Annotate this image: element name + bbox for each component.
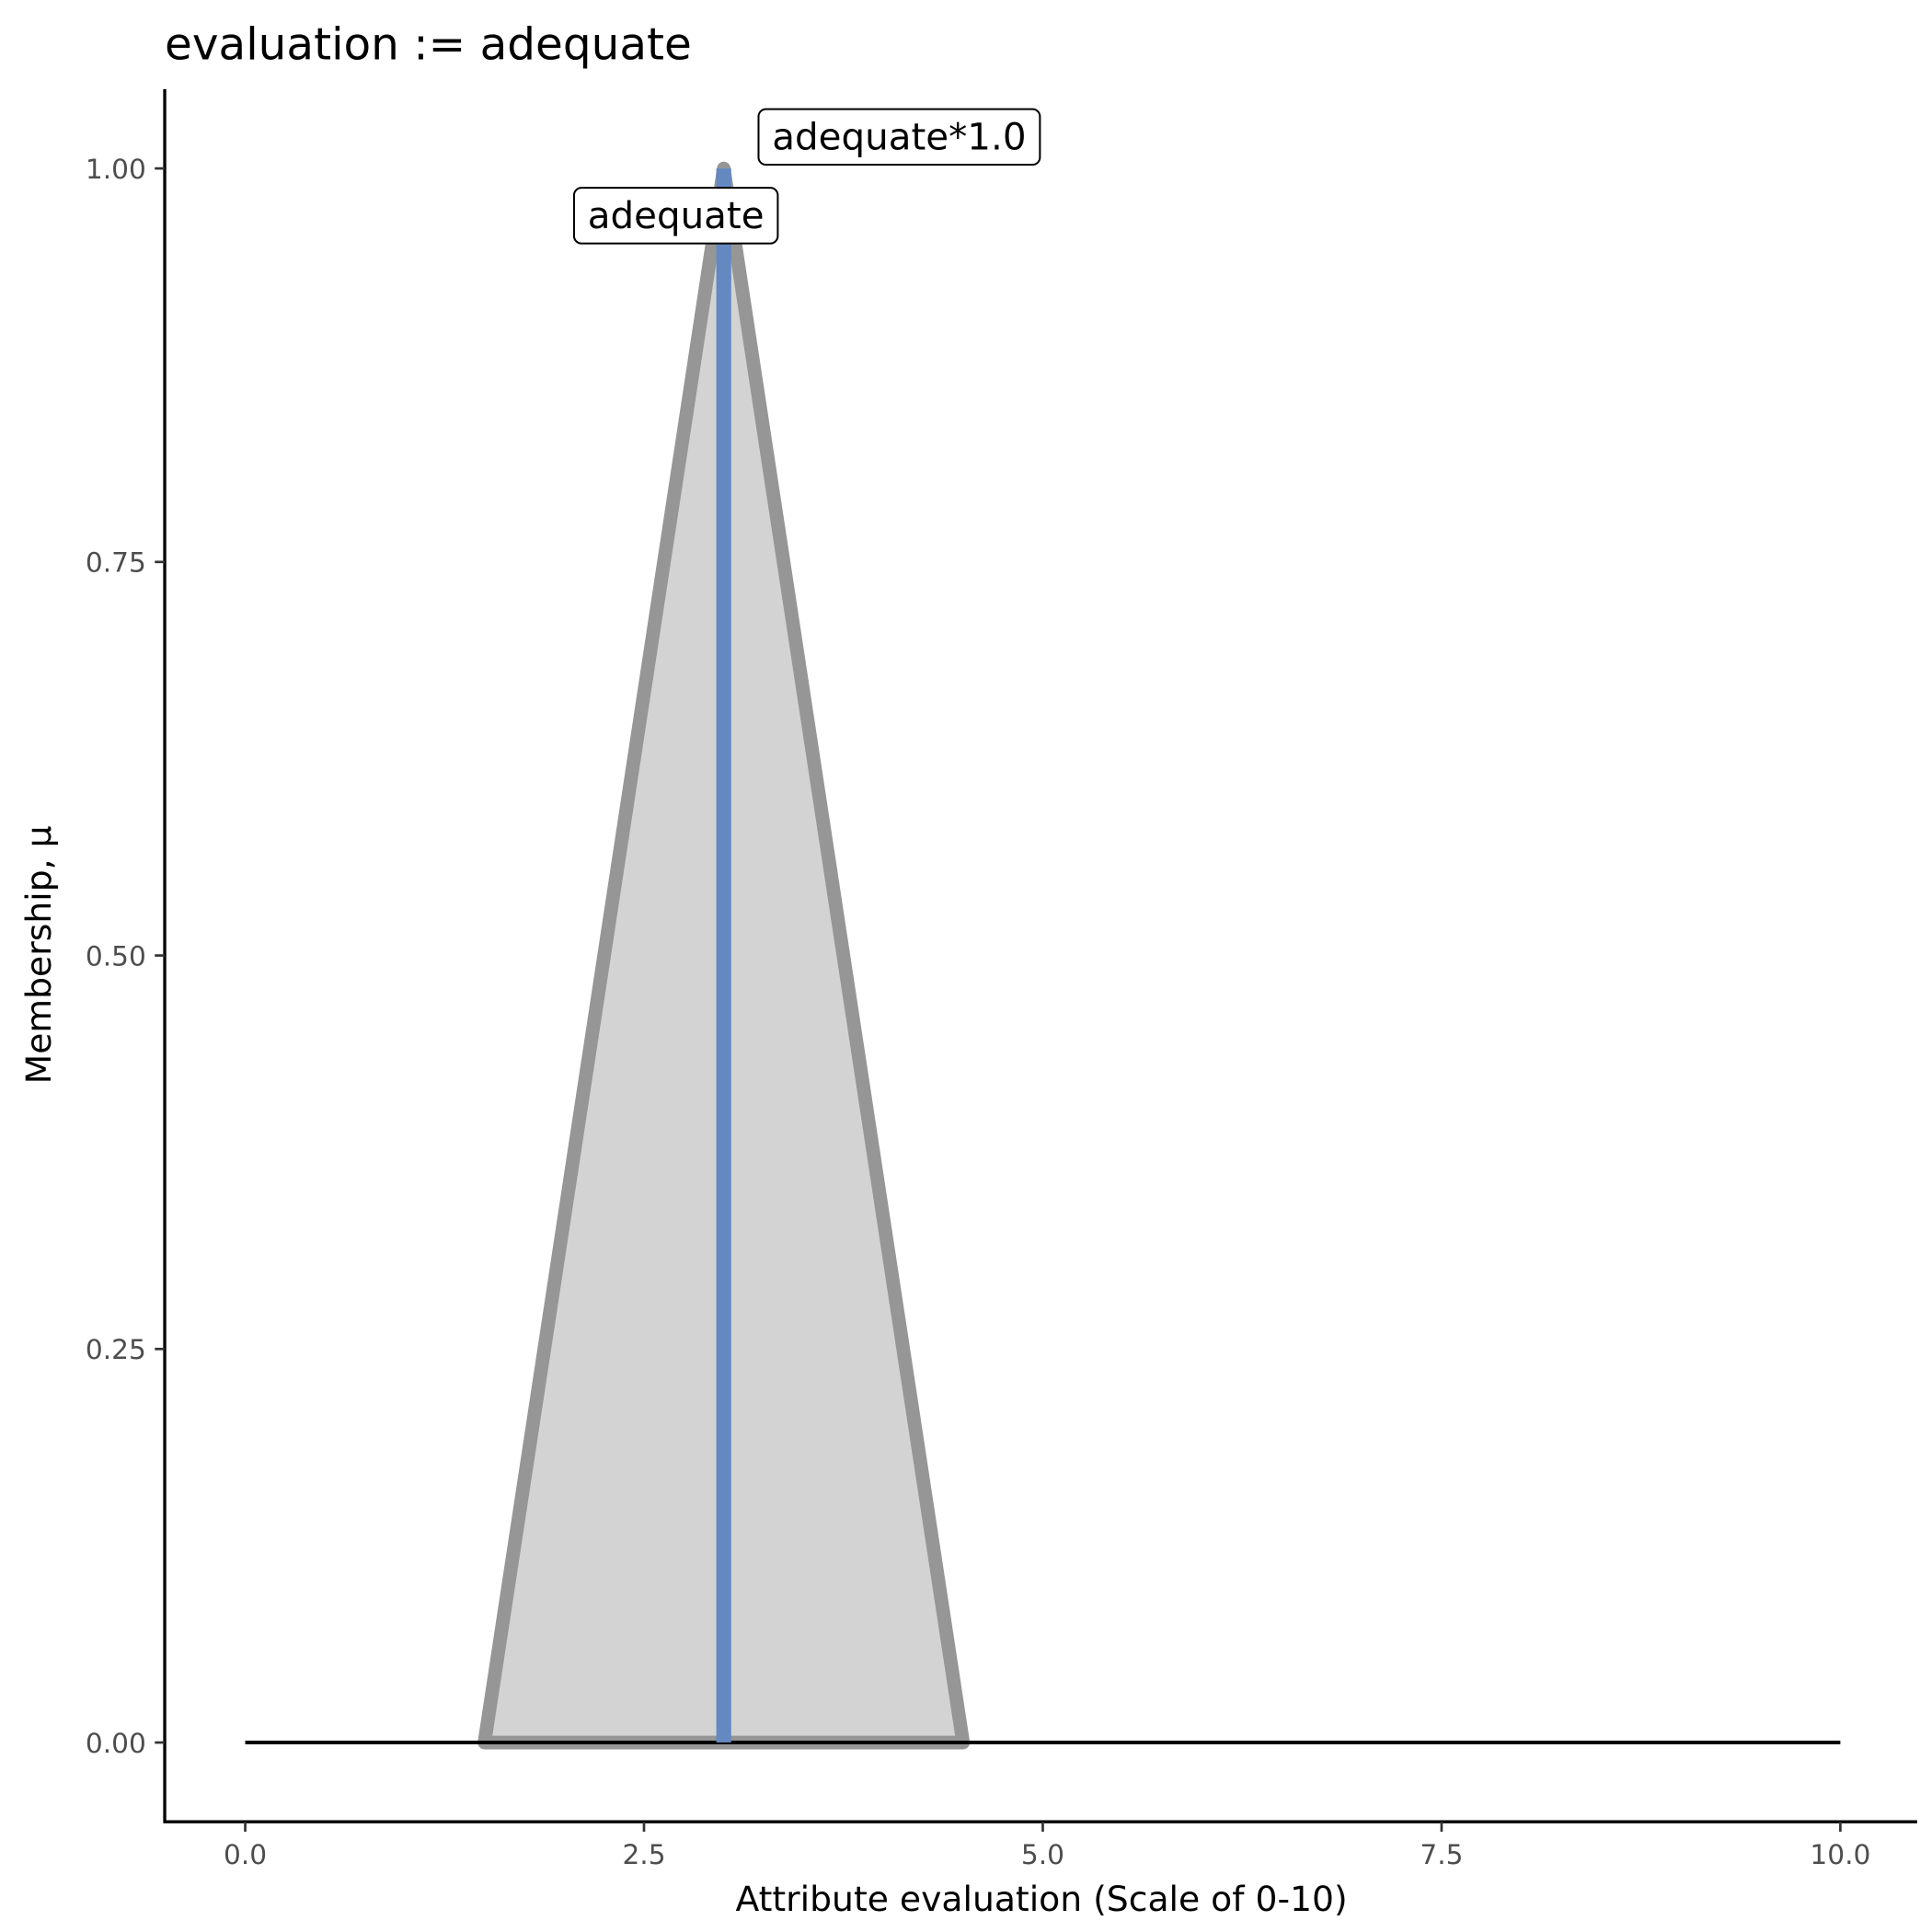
annotation-text: adequate*1.0 — [772, 115, 1026, 158]
x-tick-label: 0.0 — [224, 1839, 267, 1870]
y-tick-label: 0.50 — [86, 940, 146, 972]
y-tick-label: 0.75 — [86, 547, 146, 579]
annotation-label: adequate*1.0 — [757, 108, 1041, 167]
x-tick-label: 2.5 — [622, 1839, 665, 1870]
x-tick-label: 7.5 — [1420, 1839, 1463, 1870]
y-tick-label: 1.00 — [86, 154, 146, 185]
x-axis-title: Attribute evaluation (Scale of 0-10) — [736, 1879, 1348, 1919]
y-tick-label: 0.00 — [86, 1728, 146, 1759]
annotation-text: adequate — [588, 194, 765, 237]
annotation-label: adequate — [572, 187, 779, 245]
y-tick-label: 0.25 — [86, 1334, 146, 1365]
annotation-box — [757, 108, 1041, 167]
x-tick-label: 5.0 — [1021, 1839, 1064, 1870]
chart-title: evaluation := adequate — [165, 19, 692, 71]
y-axis-title: Membership, μ — [18, 825, 59, 1084]
annotation-box — [572, 187, 779, 245]
x-tick-label: 10.0 — [1810, 1839, 1870, 1870]
